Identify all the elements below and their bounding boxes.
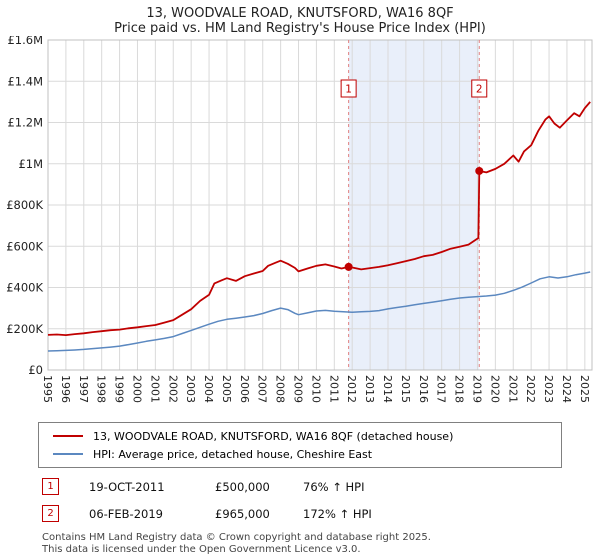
sale-marker <box>344 262 353 271</box>
x-axis-label: 2002 <box>166 375 179 403</box>
page-subtitle: Price paid vs. HM Land Registry's House … <box>114 21 486 36</box>
chart-legend: 13, WOODVALE ROAD, KNUTSFORD, WA16 8QF (… <box>38 422 562 468</box>
sale-number-label: 2 <box>476 84 483 96</box>
x-axis-label: 2006 <box>238 375 251 403</box>
x-axis-label: 2003 <box>184 375 197 403</box>
property-price-series <box>47 101 591 337</box>
legend-property-label: 13, WOODVALE ROAD, KNUTSFORD, WA16 8QF (… <box>93 429 454 443</box>
x-axis-label: 2024 <box>560 375 573 403</box>
legend-item-hpi[interactable]: HPI: Average price, detached house, Ches… <box>49 445 551 463</box>
x-axis-label: 2023 <box>542 375 555 403</box>
y-axis-label: £800K <box>6 198 43 212</box>
x-axis-label: 2019 <box>470 375 483 403</box>
x-axis-label: 2021 <box>506 375 519 403</box>
hpi-series <box>47 271 591 352</box>
copyright-footer: Contains HM Land Registry data © Crown c… <box>42 532 600 556</box>
sale-2-number-badge: 2 <box>42 505 59 522</box>
x-axis-label: 2007 <box>256 375 269 403</box>
hpi-line-swatch <box>53 453 83 455</box>
sale-annotation-row-1: 1 19-OCT-2011 £500,000 76% ↑ HPI <box>42 478 600 495</box>
y-axis-label: £1.6M <box>7 36 43 47</box>
sale-number-box <box>340 79 357 98</box>
copyright-line-1: Contains HM Land Registry data © Crown c… <box>42 532 431 543</box>
x-axis-label: 2014 <box>381 375 394 403</box>
x-axis-label: 2011 <box>327 375 340 403</box>
x-axis-label: 1996 <box>59 375 72 403</box>
x-axis-label: 2016 <box>417 375 430 403</box>
y-axis-label: £0 <box>28 363 43 377</box>
x-axis-label: 2009 <box>292 375 305 403</box>
x-axis-label: 2005 <box>220 375 233 403</box>
sale-annotation-row-2: 2 06-FEB-2019 £965,000 172% ↑ HPI <box>42 505 600 522</box>
x-axis-label: 2013 <box>363 375 376 403</box>
y-axis-label: £200K <box>6 322 43 336</box>
y-axis-label: £1.2M <box>7 116 43 130</box>
chart-header: 13, WOODVALE ROAD, KNUTSFORD, WA16 8QF P… <box>0 6 600 36</box>
x-axis-label: 1995 <box>41 375 54 403</box>
x-axis-label: 2004 <box>202 375 215 403</box>
x-axis-label: 1997 <box>77 375 90 403</box>
x-axis-label: 2018 <box>453 375 466 403</box>
y-axis-label: £600K <box>6 239 43 253</box>
x-axis-label: 2015 <box>399 375 412 403</box>
x-axis-label: 2012 <box>345 375 358 403</box>
page-title: 13, WOODVALE ROAD, KNUTSFORD, WA16 8QF <box>146 6 454 21</box>
plot-border <box>47 39 593 371</box>
price-chart[interactable]: 1 2 £0 £200K £400K £600K £800K £1M £1.2M £1.4M £1.… <box>0 33 600 414</box>
y-axis-label: £1.4M <box>7 74 43 88</box>
copyright-line-2: This data is licensed under the Open Gov… <box>42 544 361 555</box>
x-axis-label: 2010 <box>309 375 322 403</box>
sale-1-number-badge: 1 <box>42 478 59 495</box>
sale-number-box <box>471 79 488 98</box>
legend-hpi-label: HPI: Average price, detached house, Ches… <box>93 447 373 461</box>
x-axis-label: 2020 <box>488 375 501 403</box>
sale-2-price: £965,000 <box>215 506 270 521</box>
property-line-swatch <box>53 435 83 437</box>
sale-number-label: 1 <box>345 84 352 96</box>
y-axis-label: £400K <box>6 281 43 295</box>
x-axis-label: 1999 <box>113 375 126 403</box>
sale-2-hpi-change: 172% ↑ HPI <box>303 506 372 521</box>
sale-2-date: 06-FEB-2019 <box>89 506 163 521</box>
y-axis-label: £1M <box>18 157 43 171</box>
x-axis-label: 2022 <box>524 375 537 403</box>
x-axis-label: 2017 <box>435 375 448 403</box>
sale-1-date: 19-OCT-2011 <box>89 479 165 494</box>
sale-1-hpi-change: 76% ↑ HPI <box>303 479 365 494</box>
x-axis-label: 1998 <box>95 375 108 403</box>
sale-1-price: £500,000 <box>215 479 270 494</box>
sale-marker <box>475 166 484 175</box>
x-axis-label: 2000 <box>130 375 143 403</box>
x-axis-label: 2025 <box>578 375 591 403</box>
legend-item-property[interactable]: 13, WOODVALE ROAD, KNUTSFORD, WA16 8QF (… <box>49 427 551 445</box>
x-axis-label: 2008 <box>274 375 287 403</box>
x-axis-label: 2001 <box>148 375 161 403</box>
